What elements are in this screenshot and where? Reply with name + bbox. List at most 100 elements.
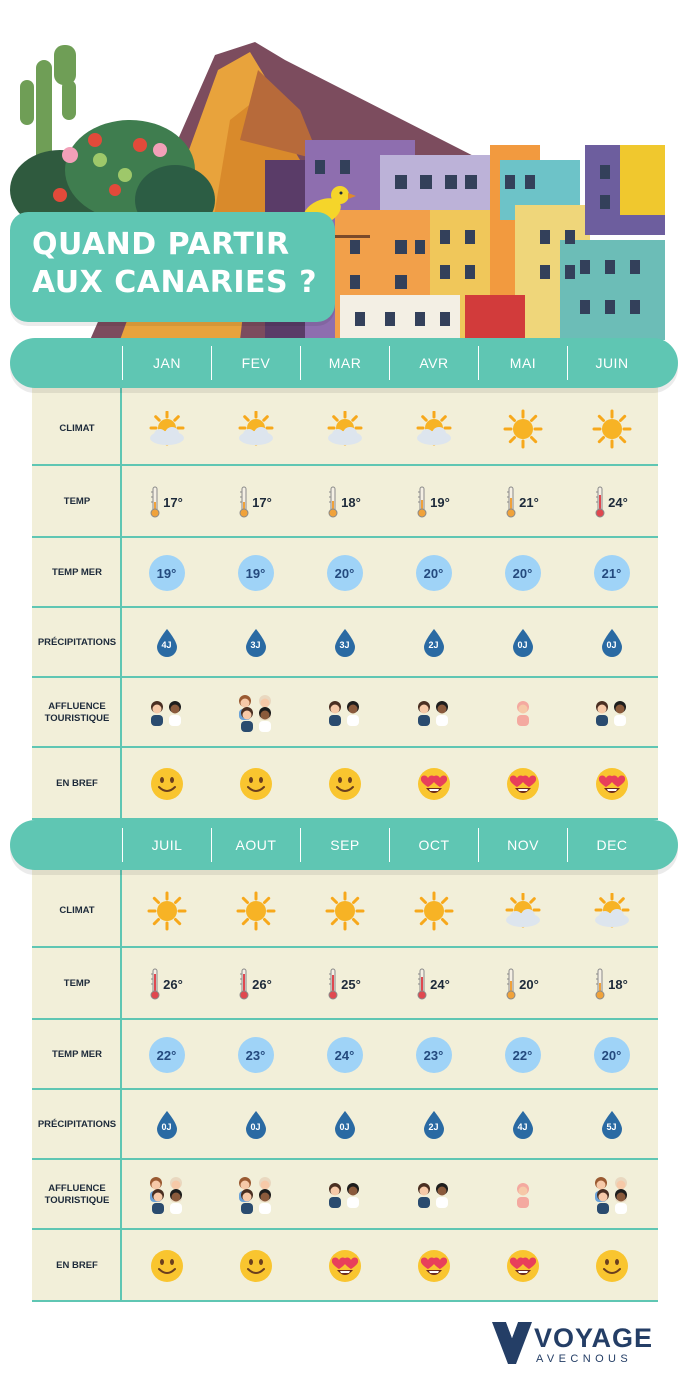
temp-mer-cell: 23°: [211, 1020, 300, 1090]
thermometer-icon: [506, 968, 516, 1000]
row-divider: [32, 946, 658, 948]
affluence-cell: [300, 678, 389, 748]
temp-cell: 20°: [478, 948, 567, 1020]
row-divider: [32, 464, 658, 466]
en-bref-cell: [478, 748, 567, 820]
row-label: PRÉCIPITATIONS: [37, 1119, 117, 1130]
affluence-cell: [567, 678, 656, 748]
climat-cell: [567, 874, 656, 948]
temp-cell: 21°: [478, 466, 567, 538]
row-temp: TEMP 26° 26° 25° 24° 20° 18°: [32, 948, 658, 1020]
rain-drop-icon: 3J: [245, 628, 267, 658]
sea-temperature-badge: 21°: [593, 555, 630, 591]
row-label: AFFLUENCE TOURISTIQUE: [44, 1183, 110, 1206]
month-header: DEC: [567, 828, 656, 862]
sea-temperature-badge: 23°: [237, 1037, 274, 1073]
logo-tagline: AVECNOUS: [536, 1353, 633, 1365]
sea-temperature-badge: 19°: [148, 555, 185, 591]
row-climat: CLIMAT: [32, 392, 658, 466]
affluence-cell: [211, 1160, 300, 1230]
thermometer-icon: [417, 968, 427, 1000]
precipitations-cell: 4J: [478, 1090, 567, 1160]
month-header: FEV: [211, 346, 300, 380]
row-affluence: AFFLUENCE TOURISTIQUE: [32, 678, 658, 748]
sun-cloud-icon: [503, 892, 543, 929]
en-bref-cell: [211, 1230, 300, 1302]
row-en-bref: EN BREF: [32, 1230, 658, 1302]
en-bref-cell: [300, 748, 389, 820]
rainy-days-value: 3J: [250, 640, 261, 650]
rainy-days-value: 0J: [250, 1122, 261, 1132]
smile-emoji-icon: [150, 767, 184, 801]
row-label: EN BREF: [56, 1260, 98, 1271]
en-bref-cell: [300, 1230, 389, 1302]
row-divider: [32, 676, 658, 678]
sea-temperature-badge: 22°: [504, 1037, 541, 1073]
sun-cloud-icon: [236, 410, 276, 447]
temp-cell: 19°: [389, 466, 478, 538]
two-people-icon: [327, 699, 363, 727]
affluence-cell: [478, 1160, 567, 1230]
sun-cloud-icon: [414, 410, 454, 447]
two-people-icon: [416, 1181, 452, 1209]
affluence-cell: [300, 1160, 389, 1230]
four-people-icon: [591, 1175, 633, 1215]
rainy-days-value: 0J: [517, 640, 528, 650]
sea-temperature-badge: 20°: [415, 555, 452, 591]
temp-cell: 17°: [211, 466, 300, 538]
four-people-icon: [146, 1175, 188, 1215]
four-people-icon: [235, 1175, 277, 1215]
climat-cell: [211, 392, 300, 466]
row-divider: [32, 818, 658, 820]
sun-icon: [236, 891, 276, 931]
temperature-value: 17°: [252, 494, 272, 510]
temperature-value: 17°: [163, 494, 183, 510]
four-people-icon: [235, 693, 277, 733]
climat-cell: [389, 874, 478, 948]
month-header: SEP: [300, 828, 389, 862]
temp-mer-cell: 19°: [211, 538, 300, 608]
precipitations-cell: 0J: [122, 1090, 211, 1160]
rain-drop-icon: 3J: [334, 628, 356, 658]
temp-mer-cell: 20°: [389, 538, 478, 608]
smile-emoji-icon: [239, 767, 273, 801]
temperature-value: 21°: [519, 494, 539, 510]
month-header: JAN: [122, 346, 211, 380]
precipitations-cell: 2J: [389, 608, 478, 678]
precipitations-cell: 5J: [567, 1090, 656, 1160]
affluence-cell: [389, 678, 478, 748]
sea-temperature-badge: 19°: [237, 555, 274, 591]
climat-cell: [478, 874, 567, 948]
row-label: EN BREF: [56, 778, 98, 789]
climat-cell: [122, 874, 211, 948]
row-label: TEMP: [63, 978, 91, 989]
temp-cell: 18°: [300, 466, 389, 538]
thermometer-icon: [239, 968, 249, 1000]
row-divider: [32, 1088, 658, 1090]
row-precipitations: PRÉCIPITATIONS 0J 0J 0J 2J 4J 5J: [32, 1090, 658, 1160]
title-box: QUAND PARTIR AUX CANARIES ?: [10, 212, 335, 322]
smile-emoji-icon: [239, 1249, 273, 1283]
temp-cell: 25°: [300, 948, 389, 1020]
thermometer-icon: [239, 486, 249, 518]
row-divider: [32, 746, 658, 748]
precipitations-cell: 0J: [567, 608, 656, 678]
page-title-line2: AUX CANARIES ?: [32, 265, 317, 300]
month-header: JUIN: [567, 346, 656, 380]
rainy-days-value: 2J: [428, 640, 439, 650]
rain-drop-icon: 0J: [245, 1110, 267, 1140]
temperature-value: 24°: [430, 976, 450, 992]
temp-mer-cell: 22°: [478, 1020, 567, 1090]
thermometer-icon: [328, 486, 338, 518]
row-temp-mer: TEMP MER 19° 19° 20° 20° 20° 21°: [32, 538, 658, 608]
temp-mer-cell: 20°: [478, 538, 567, 608]
sun-icon: [414, 891, 454, 931]
sun-cloud-icon: [592, 892, 632, 929]
row-divider: [32, 1158, 658, 1160]
one-person-icon: [512, 1181, 534, 1209]
precipitations-cell: 2J: [389, 1090, 478, 1160]
affluence-cell: [211, 678, 300, 748]
row-temp: TEMP 17° 17° 18° 19° 21° 24°: [32, 466, 658, 538]
en-bref-cell: [389, 748, 478, 820]
temperature-value: 25°: [341, 976, 361, 992]
